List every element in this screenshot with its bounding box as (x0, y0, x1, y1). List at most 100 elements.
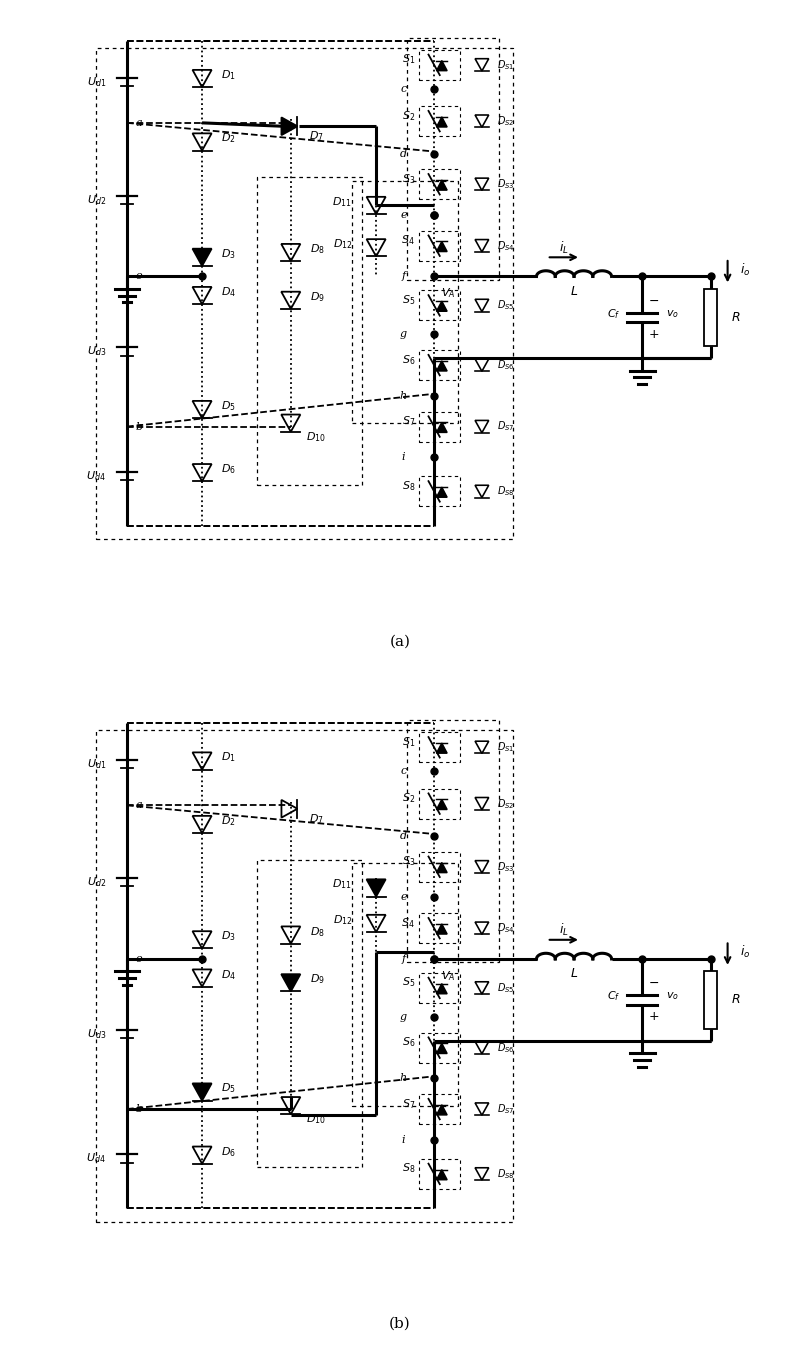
Bar (419, 169, 460, 199)
Text: $D_3$: $D_3$ (221, 930, 236, 943)
Text: h: h (400, 390, 407, 401)
Text: $v_o$: $v_o$ (666, 308, 679, 319)
Polygon shape (437, 1043, 447, 1054)
Text: $D_{11}$: $D_{11}$ (333, 878, 352, 891)
Bar (704, 972, 717, 1029)
Text: $D_{S3}$: $D_{S3}$ (497, 177, 514, 191)
Text: $D_{10}$: $D_{10}$ (306, 430, 326, 444)
Text: a: a (135, 800, 142, 811)
Text: $D_9$: $D_9$ (310, 972, 325, 987)
Text: $D_1$: $D_1$ (221, 751, 236, 764)
Text: $-$: $-$ (648, 293, 659, 307)
Text: $S_2$: $S_2$ (402, 792, 415, 805)
Text: $R$: $R$ (731, 994, 741, 1006)
Text: $D_{S1}$: $D_{S1}$ (497, 57, 514, 72)
Text: $V_A$: $V_A$ (441, 969, 455, 983)
Polygon shape (437, 422, 447, 433)
Text: $D_{S2}$: $D_{S2}$ (497, 115, 514, 128)
Text: h: h (400, 1073, 407, 1084)
Bar (419, 349, 460, 379)
Text: $D_{S5}$: $D_{S5}$ (497, 299, 514, 313)
Text: $S_3$: $S_3$ (402, 172, 415, 186)
Text: $L$: $L$ (570, 285, 578, 298)
Text: $D_8$: $D_8$ (310, 924, 325, 939)
Bar (419, 476, 460, 506)
Text: i: i (402, 452, 405, 463)
Text: $U_{d4}$: $U_{d4}$ (86, 470, 106, 483)
Text: $D_{12}$: $D_{12}$ (333, 238, 352, 251)
Bar (419, 732, 460, 762)
Bar (419, 231, 460, 261)
Bar (419, 106, 460, 136)
Text: $S_2$: $S_2$ (402, 109, 415, 123)
Text: $S_7$: $S_7$ (402, 1096, 415, 1111)
Text: $S_1$: $S_1$ (402, 734, 415, 749)
Text: $U_{d1}$: $U_{d1}$ (86, 758, 106, 771)
Text: d: d (400, 149, 407, 158)
Text: $S_7$: $S_7$ (402, 414, 415, 429)
Text: $i_L$: $i_L$ (559, 923, 569, 938)
Text: $S_4$: $S_4$ (402, 233, 415, 247)
Text: $D_5$: $D_5$ (221, 1081, 236, 1096)
Text: $D_9$: $D_9$ (310, 289, 325, 304)
Text: g: g (400, 1011, 407, 1022)
Text: $D_3$: $D_3$ (221, 247, 236, 261)
Text: $S_6$: $S_6$ (402, 352, 415, 367)
Text: $D_1$: $D_1$ (221, 68, 236, 82)
Text: $R$: $R$ (731, 311, 741, 324)
Bar (96, 48, 513, 539)
Text: o: o (135, 954, 142, 964)
Polygon shape (437, 117, 447, 127)
Text: o: o (135, 272, 142, 281)
Text: d: d (400, 831, 407, 841)
Polygon shape (437, 743, 447, 753)
Text: $S_1$: $S_1$ (402, 52, 415, 67)
Text: $U_{d2}$: $U_{d2}$ (86, 192, 106, 206)
Text: $D_8$: $D_8$ (310, 242, 325, 257)
Text: $S_6$: $S_6$ (402, 1035, 415, 1050)
Text: $U_{d3}$: $U_{d3}$ (86, 344, 106, 359)
Polygon shape (366, 879, 386, 897)
Polygon shape (437, 1104, 447, 1115)
Text: $v_o$: $v_o$ (666, 991, 679, 1002)
Bar (419, 412, 460, 442)
Text: $D_4$: $D_4$ (221, 285, 236, 299)
Text: $C_f$: $C_f$ (607, 307, 621, 321)
Text: b: b (135, 1104, 142, 1114)
Polygon shape (282, 117, 298, 135)
Text: (a): (a) (390, 635, 410, 648)
Text: c: c (400, 83, 406, 94)
Text: $-$: $-$ (648, 976, 659, 990)
Bar (419, 1032, 460, 1062)
Bar (352, 864, 458, 1106)
Text: $D_{12}$: $D_{12}$ (333, 913, 352, 927)
Bar (419, 789, 460, 819)
Text: $D_{S4}$: $D_{S4}$ (497, 239, 514, 253)
Text: f: f (402, 272, 406, 281)
Polygon shape (437, 800, 447, 809)
Polygon shape (437, 180, 447, 190)
Text: $S_3$: $S_3$ (402, 854, 415, 868)
Text: $i_o$: $i_o$ (740, 945, 750, 960)
Text: (b): (b) (389, 1317, 411, 1331)
Bar (419, 291, 460, 321)
Polygon shape (282, 975, 300, 991)
Text: e: e (400, 210, 406, 220)
Text: $D_{S2}$: $D_{S2}$ (497, 797, 514, 811)
Text: $i_o$: $i_o$ (740, 262, 750, 277)
Polygon shape (437, 924, 447, 934)
Text: $D_2$: $D_2$ (221, 131, 236, 146)
Bar (419, 49, 460, 79)
Text: $D_2$: $D_2$ (221, 814, 236, 829)
Text: $D_6$: $D_6$ (221, 463, 236, 476)
Polygon shape (437, 302, 447, 311)
Text: $S_5$: $S_5$ (402, 976, 415, 990)
Text: $D_{S4}$: $D_{S4}$ (497, 921, 514, 935)
Polygon shape (437, 487, 447, 497)
Text: $D_{S1}$: $D_{S1}$ (497, 740, 514, 755)
Text: $D_{S6}$: $D_{S6}$ (497, 1040, 514, 1055)
Polygon shape (437, 1170, 447, 1179)
Bar (257, 860, 362, 1167)
Text: $C_f$: $C_f$ (607, 990, 621, 1003)
Text: i: i (402, 1134, 405, 1145)
